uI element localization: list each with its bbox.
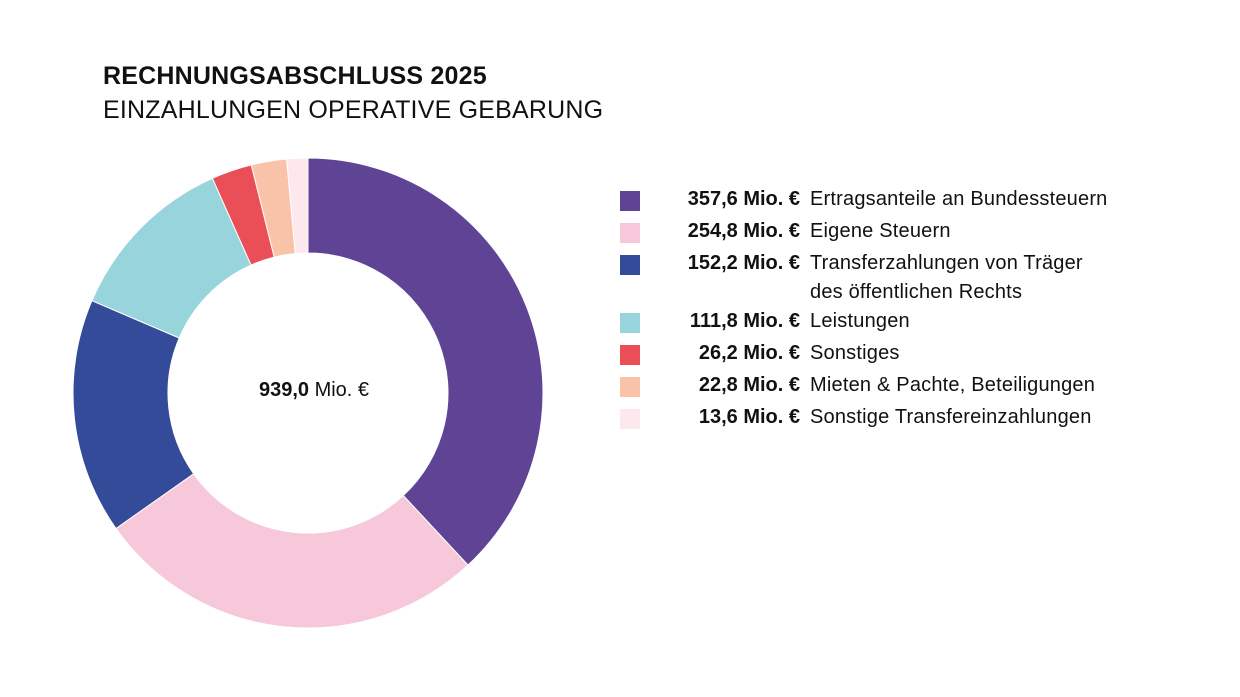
legend-value: 254,8 Mio. €	[687, 220, 800, 242]
legend-value: 22,8 Mio. €	[698, 374, 800, 396]
legend-value: 111,8 Mio. €	[689, 310, 800, 332]
legend-value: 152,2 Mio. €	[687, 252, 800, 274]
legend-swatch	[620, 313, 640, 333]
legend-label: Eigene Steuern	[810, 220, 951, 242]
legend-label: Sonstiges	[810, 342, 900, 364]
chart-title: RECHNUNGSABSCHLUSS 2025	[103, 62, 487, 90]
legend-swatch	[620, 345, 640, 365]
legend-value: 13,6 Mio. €	[698, 406, 800, 428]
legend-label: Leistungen	[810, 310, 910, 332]
legend-swatch	[620, 223, 640, 243]
legend-value: 26,2 Mio. €	[698, 342, 800, 364]
legend-swatch	[620, 409, 640, 429]
legend-label: Sonstige Transfereinzahlungen	[810, 406, 1092, 428]
legend-label: Ertragsanteile an Bundessteuern	[810, 188, 1108, 210]
donut-slice-ertragsanteile	[307, 157, 544, 566]
legend-swatch	[620, 191, 640, 211]
legend-swatch	[620, 377, 640, 397]
legend-label: Transferzahlungen von Träger des öffentl…	[810, 252, 1083, 303]
total-value: 939,0	[258, 379, 310, 401]
legend-label: Mieten & Pachte, Beteiligungen	[810, 374, 1096, 396]
total-unit: Mio. €	[314, 379, 370, 401]
legend-swatch	[620, 255, 640, 275]
donut-slice-sonstige-transfer	[286, 157, 309, 255]
legend-value: 357,6 Mio. €	[687, 188, 800, 210]
chart-subtitle: EINZAHLUNGEN OPERATIVE GEBARUNG	[103, 96, 604, 124]
donut-slice-eigene-steuern	[115, 473, 469, 629]
donut-center-total: 939,0 Mio. €	[164, 375, 464, 405]
